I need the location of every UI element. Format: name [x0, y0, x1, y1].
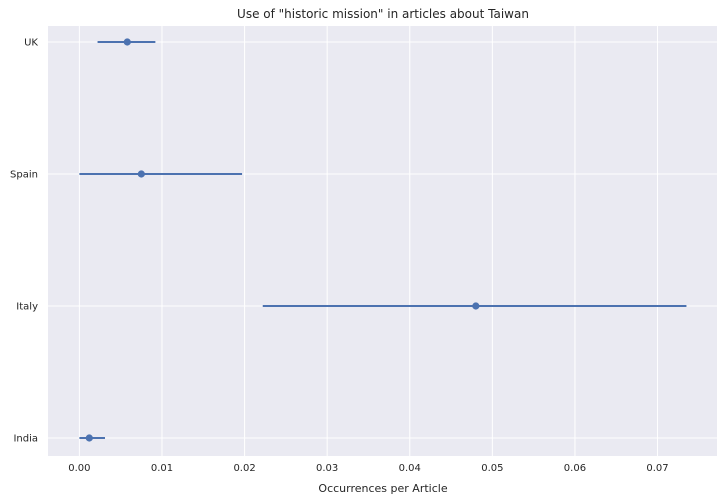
grid — [48, 26, 717, 456]
x-axis-label: Occurrences per Article — [318, 482, 447, 495]
y-tick-label: Spain — [10, 170, 38, 181]
x-tick-label: 0.07 — [646, 463, 668, 474]
x-tick-label: 0.04 — [399, 463, 421, 474]
data-point — [137, 170, 145, 178]
y-tick-label: India — [13, 434, 38, 445]
x-tick-label: 0.05 — [481, 463, 503, 474]
y-tick-label: Italy — [16, 302, 38, 313]
x-axis: 0.00 0.01 0.02 0.03 0.04 0.05 0.06 0.07 — [68, 463, 668, 474]
y-tick-label: UK — [24, 38, 38, 49]
data-point — [123, 38, 131, 46]
data-point — [472, 302, 480, 310]
x-tick-label: 0.00 — [68, 463, 90, 474]
x-tick-label: 0.06 — [564, 463, 586, 474]
plot-area — [48, 26, 717, 456]
x-tick-label: 0.01 — [151, 463, 173, 474]
data-point — [85, 434, 93, 442]
data-marks — [79, 38, 687, 442]
x-tick-label: 0.03 — [316, 463, 338, 474]
y-axis: UK Spain Italy India — [10, 38, 38, 445]
chart-title: Use of "historic mission" in articles ab… — [237, 7, 529, 21]
x-tick-label: 0.02 — [233, 463, 255, 474]
